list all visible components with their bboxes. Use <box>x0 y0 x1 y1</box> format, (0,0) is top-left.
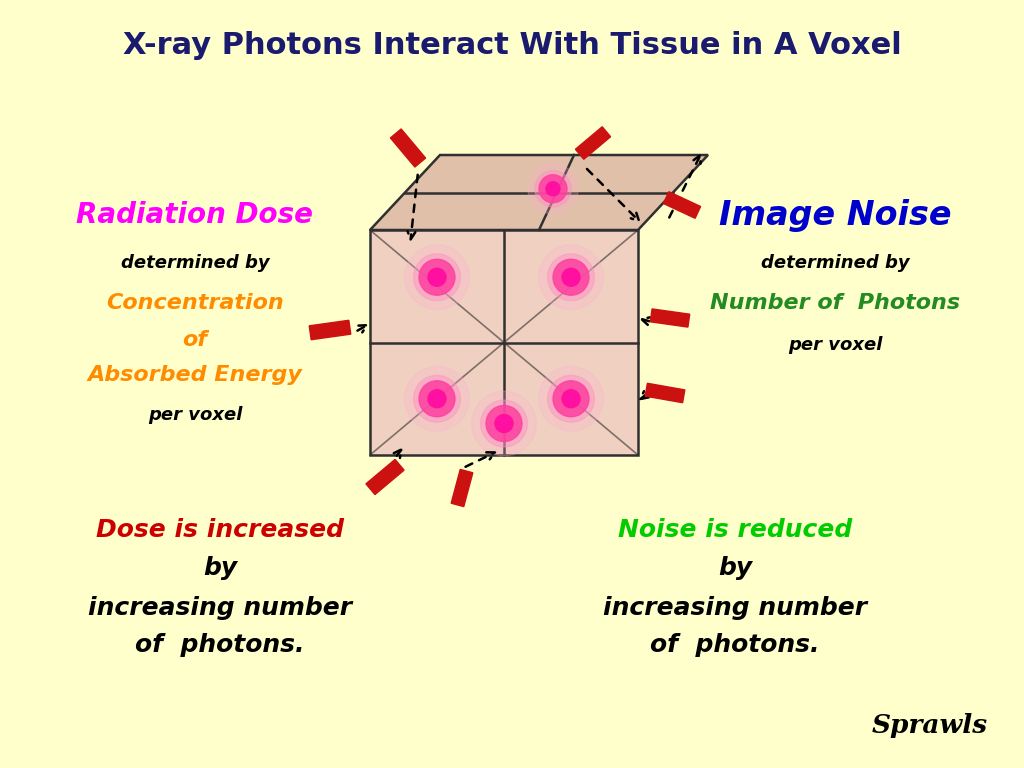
Circle shape <box>414 254 461 300</box>
Polygon shape <box>370 230 638 455</box>
Circle shape <box>562 389 580 408</box>
Text: Radiation Dose: Radiation Dose <box>77 201 313 229</box>
Text: of  photons.: of photons. <box>135 633 305 657</box>
Polygon shape <box>650 309 690 327</box>
Polygon shape <box>370 155 708 230</box>
Text: Concentration: Concentration <box>106 293 284 313</box>
Polygon shape <box>645 383 685 402</box>
Circle shape <box>472 391 537 456</box>
Polygon shape <box>366 459 404 495</box>
Circle shape <box>539 245 603 310</box>
Text: by: by <box>203 556 238 580</box>
Text: Number of  Photons: Number of Photons <box>710 293 961 313</box>
Polygon shape <box>575 127 610 159</box>
Text: X-ray Photons Interact With Tissue in A Voxel: X-ray Photons Interact With Tissue in A … <box>123 31 901 59</box>
Circle shape <box>414 376 461 422</box>
Polygon shape <box>664 192 700 218</box>
Text: increasing number: increasing number <box>88 596 352 620</box>
Text: per voxel: per voxel <box>147 406 243 424</box>
Text: determined by: determined by <box>121 254 269 272</box>
Circle shape <box>562 268 580 286</box>
Circle shape <box>539 366 603 431</box>
Circle shape <box>548 376 594 422</box>
Circle shape <box>527 164 579 214</box>
Circle shape <box>546 182 560 196</box>
Text: of  photons.: of photons. <box>650 633 820 657</box>
Circle shape <box>419 381 455 417</box>
Text: by: by <box>718 556 752 580</box>
Polygon shape <box>309 320 351 339</box>
Circle shape <box>419 260 455 295</box>
Text: determined by: determined by <box>761 254 909 272</box>
Circle shape <box>548 254 594 300</box>
Polygon shape <box>390 129 426 167</box>
Circle shape <box>553 381 589 417</box>
Text: Dose is increased: Dose is increased <box>96 518 344 542</box>
Circle shape <box>495 415 513 432</box>
Circle shape <box>486 406 522 442</box>
Text: Noise is reduced: Noise is reduced <box>617 518 852 542</box>
Text: per voxel: per voxel <box>787 336 883 354</box>
Text: of: of <box>182 330 208 350</box>
Circle shape <box>480 400 527 447</box>
Text: increasing number: increasing number <box>603 596 867 620</box>
Circle shape <box>535 170 571 207</box>
Circle shape <box>404 366 469 431</box>
Circle shape <box>428 268 446 286</box>
Text: Absorbed Energy: Absorbed Energy <box>88 365 302 385</box>
Circle shape <box>539 175 567 203</box>
Text: Image Noise: Image Noise <box>719 198 951 231</box>
Circle shape <box>553 260 589 295</box>
Circle shape <box>428 389 446 408</box>
Polygon shape <box>452 469 473 507</box>
Circle shape <box>404 245 469 310</box>
Text: Sprawls: Sprawls <box>872 713 988 737</box>
